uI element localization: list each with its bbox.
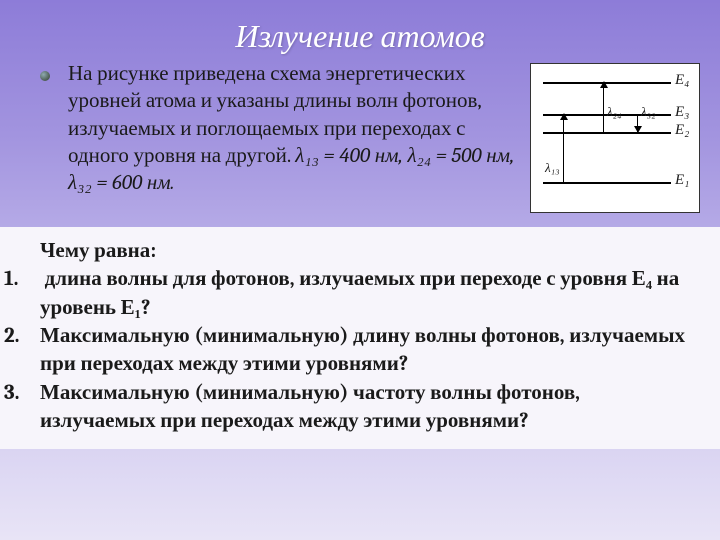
questions-lead: Чему равна: bbox=[20, 237, 700, 265]
questions-block: Чему равна: 1. длина волны для фотонов, … bbox=[0, 227, 720, 449]
question-item: 1. длина волны для фотонов, излучаемых п… bbox=[20, 265, 700, 322]
question-number: 2. bbox=[22, 322, 40, 350]
energy-level-label: E₁ bbox=[675, 172, 689, 189]
question-number: 1. bbox=[22, 265, 40, 293]
question-item: 3.Максимальную (минимальную) частоту вол… bbox=[20, 379, 700, 436]
question-number: 3. bbox=[22, 379, 40, 407]
lambda-label: λ₂₄ bbox=[607, 104, 622, 120]
top-row: На рисунке приведена схема энергетически… bbox=[0, 61, 720, 213]
transition-arrow bbox=[637, 114, 638, 132]
bullet-col bbox=[40, 61, 56, 213]
transition-arrow bbox=[603, 82, 604, 132]
energy-level-line bbox=[543, 182, 671, 184]
intro-text: На рисунке приведена схема энергетически… bbox=[68, 61, 518, 213]
energy-level-label: E₂ bbox=[675, 122, 689, 139]
question-item: 2.Максимальную (минимальную) длину волны… bbox=[20, 322, 700, 379]
energy-level-label: E₄ bbox=[675, 72, 689, 89]
lambda-label: λ₃₂ bbox=[641, 104, 656, 120]
energy-diagram: E₄ E₃E₂ E₁ λ₁₃ λ₂₄ λ₃₂ bbox=[530, 63, 700, 213]
lambda-label: λ₁₃ bbox=[545, 160, 560, 176]
questions-list: 1. длина волны для фотонов, излучаемых п… bbox=[20, 265, 700, 435]
transition-arrow bbox=[563, 114, 564, 182]
bullet-icon bbox=[40, 71, 50, 81]
energy-level-label: E₃ bbox=[675, 104, 689, 121]
page-title: Излучение атомов bbox=[0, 0, 720, 61]
